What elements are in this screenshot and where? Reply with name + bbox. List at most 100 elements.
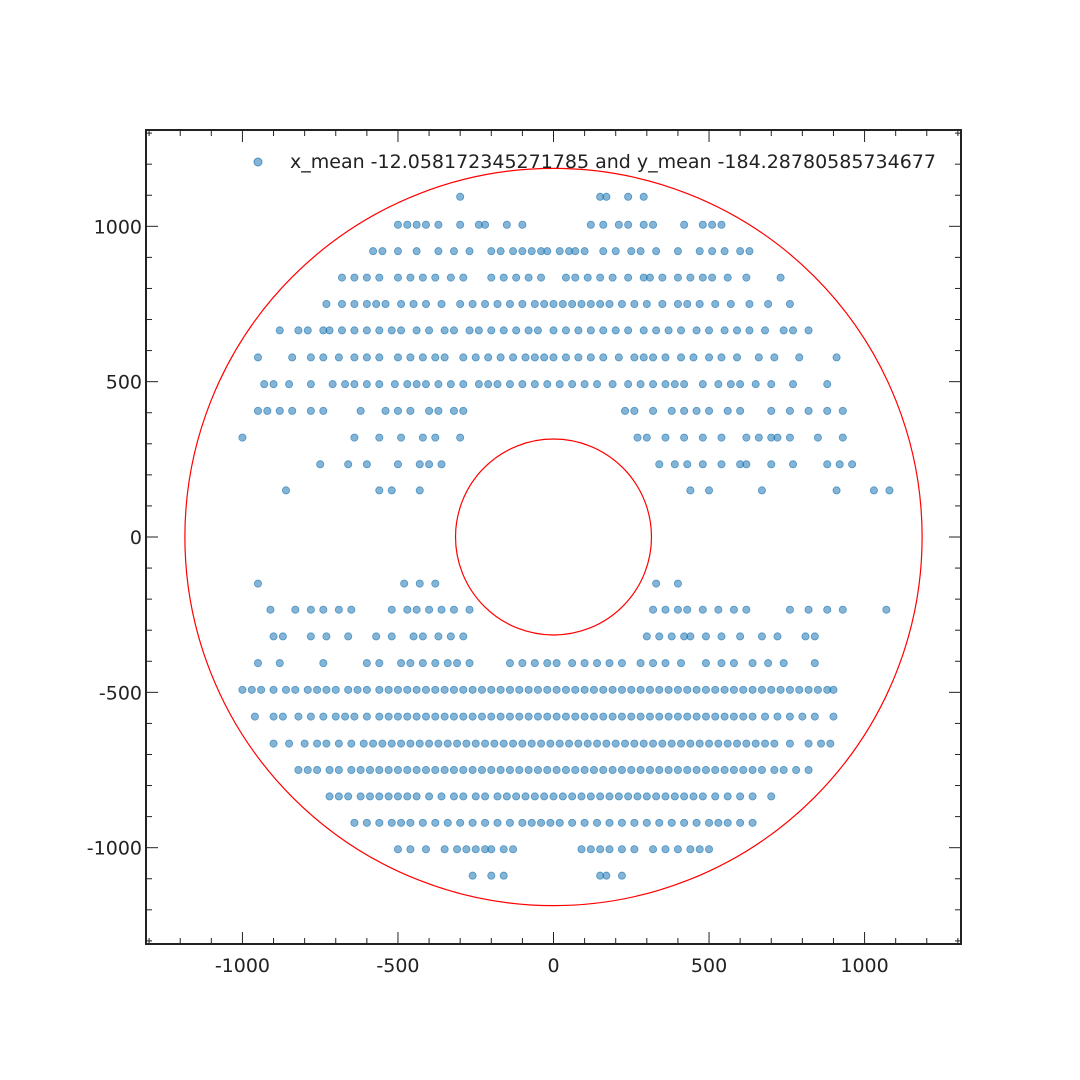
data-point bbox=[515, 766, 524, 775]
data-point bbox=[546, 818, 555, 827]
data-point bbox=[269, 632, 278, 641]
data-point bbox=[621, 406, 630, 415]
data-point bbox=[589, 712, 598, 721]
data-point bbox=[761, 712, 770, 721]
data-point bbox=[378, 247, 387, 256]
data-point bbox=[742, 739, 751, 748]
data-point bbox=[434, 247, 443, 256]
data-point bbox=[798, 712, 807, 721]
data-point bbox=[403, 220, 412, 229]
data-point bbox=[701, 766, 710, 775]
data-point bbox=[599, 766, 608, 775]
data-point bbox=[263, 406, 272, 415]
data-point bbox=[418, 273, 427, 282]
data-point bbox=[313, 739, 322, 748]
data-point bbox=[543, 380, 552, 389]
data-point bbox=[801, 632, 810, 641]
data-point bbox=[543, 659, 552, 668]
data-point bbox=[785, 739, 794, 748]
data-point bbox=[375, 659, 384, 668]
data-point bbox=[359, 739, 368, 748]
data-point bbox=[537, 818, 546, 827]
data-point bbox=[403, 766, 412, 775]
data-point bbox=[418, 818, 427, 827]
data-point bbox=[711, 766, 720, 775]
data-point bbox=[599, 353, 608, 362]
data-point bbox=[599, 685, 608, 694]
data-point bbox=[776, 273, 785, 282]
data-point bbox=[316, 460, 325, 469]
data-point bbox=[362, 659, 371, 668]
data-point bbox=[459, 712, 468, 721]
data-point bbox=[729, 685, 738, 694]
legend-label: x_mean -12.058172345271785 and y_mean -1… bbox=[290, 151, 936, 173]
data-point bbox=[630, 739, 639, 748]
data-point bbox=[677, 353, 686, 362]
data-point bbox=[636, 659, 645, 668]
data-point bbox=[580, 659, 589, 668]
data-point bbox=[795, 685, 804, 694]
data-point bbox=[515, 685, 524, 694]
data-point bbox=[568, 818, 577, 827]
data-point bbox=[571, 712, 580, 721]
data-point bbox=[375, 353, 384, 362]
data-point bbox=[580, 766, 589, 775]
data-point bbox=[701, 632, 710, 641]
data-point bbox=[580, 380, 589, 389]
data-point bbox=[515, 712, 524, 721]
data-point bbox=[552, 685, 561, 694]
data-point bbox=[474, 380, 483, 389]
data-point bbox=[524, 326, 533, 335]
data-point bbox=[453, 659, 462, 668]
data-point bbox=[580, 247, 589, 256]
data-point bbox=[372, 299, 381, 308]
data-point bbox=[605, 845, 614, 854]
data-point bbox=[602, 192, 611, 201]
data-point bbox=[425, 460, 434, 469]
data-point bbox=[496, 712, 505, 721]
data-point bbox=[387, 486, 396, 495]
data-point bbox=[446, 273, 455, 282]
data-point bbox=[596, 273, 605, 282]
data-point bbox=[347, 605, 356, 614]
data-point bbox=[757, 486, 766, 495]
data-point bbox=[431, 712, 440, 721]
data-point bbox=[789, 380, 798, 389]
data-point bbox=[524, 766, 533, 775]
data-point bbox=[773, 632, 782, 641]
data-point bbox=[459, 632, 468, 641]
data-point bbox=[344, 460, 353, 469]
data-point bbox=[269, 739, 278, 748]
data-point bbox=[533, 766, 542, 775]
data-point bbox=[661, 353, 670, 362]
data-point bbox=[789, 460, 798, 469]
data-point bbox=[387, 605, 396, 614]
data-point bbox=[692, 766, 701, 775]
circles-layer bbox=[184, 167, 923, 907]
data-point bbox=[303, 685, 312, 694]
data-point bbox=[583, 739, 592, 748]
data-point bbox=[680, 433, 689, 442]
data-point bbox=[375, 685, 384, 694]
data-point bbox=[393, 353, 402, 362]
data-point bbox=[810, 632, 819, 641]
data-point bbox=[655, 632, 664, 641]
data-point bbox=[512, 273, 521, 282]
data-point bbox=[474, 326, 483, 335]
data-point bbox=[443, 739, 452, 748]
data-point bbox=[375, 792, 384, 801]
data-point bbox=[362, 712, 371, 721]
data-point bbox=[499, 739, 508, 748]
data-point bbox=[692, 406, 701, 415]
data-point bbox=[785, 299, 794, 308]
data-point bbox=[350, 299, 359, 308]
data-point bbox=[288, 406, 297, 415]
data-point bbox=[487, 273, 496, 282]
data-point bbox=[397, 299, 406, 308]
data-point bbox=[334, 353, 343, 362]
data-point bbox=[624, 792, 633, 801]
data-point bbox=[692, 712, 701, 721]
data-point bbox=[250, 712, 259, 721]
data-point bbox=[481, 739, 490, 748]
data-point bbox=[294, 766, 303, 775]
